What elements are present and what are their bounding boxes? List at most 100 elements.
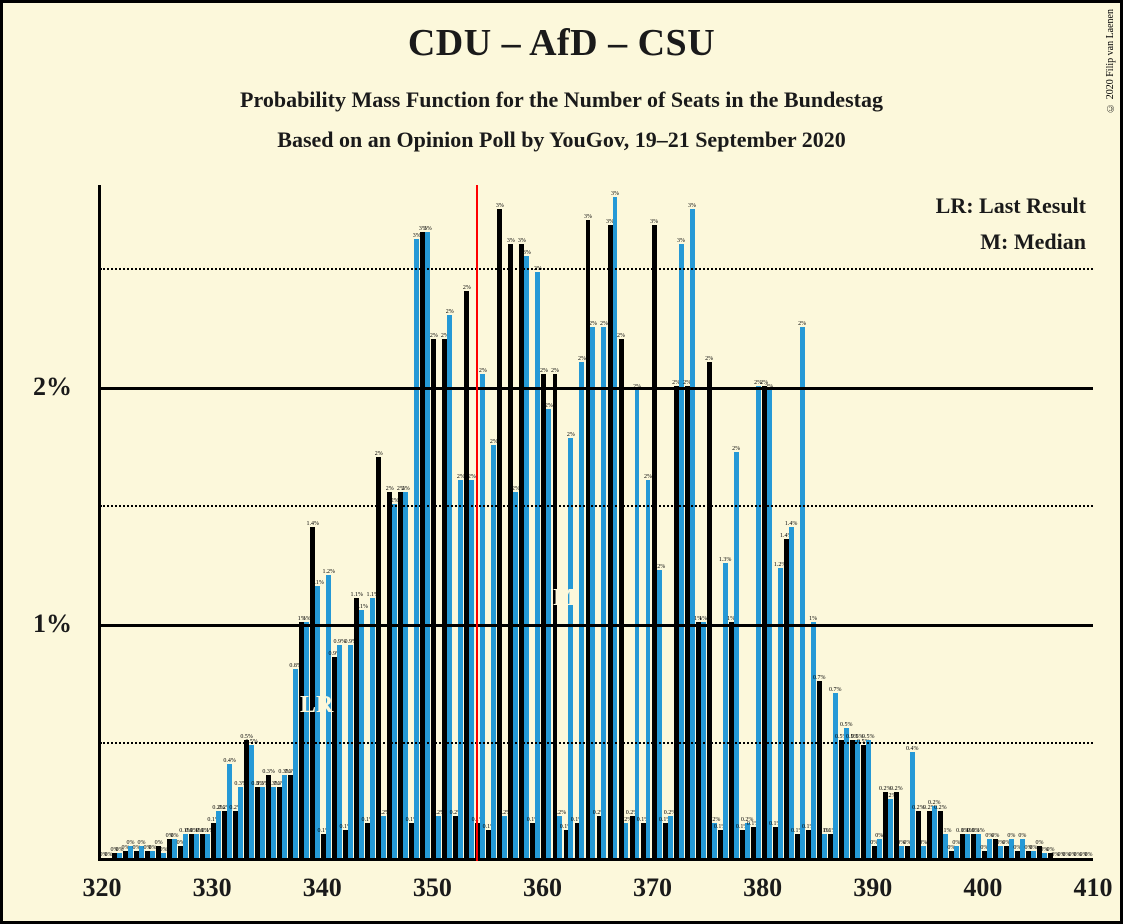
x-tick-label: 370 — [633, 873, 672, 903]
bar-value-label: 1.3% — [719, 557, 732, 563]
y-axis — [98, 185, 101, 861]
bars-container: 0%0%0%0%0%0%0%0%0%0%0%0%0%0%0%0.1%0.1%0.… — [102, 185, 1093, 858]
bar-value-label: 0.2% — [554, 810, 567, 816]
bar-blue: 0.8% — [293, 669, 298, 858]
bar-blue: 1.2% — [657, 570, 662, 858]
bar-blue: 0.2% — [745, 823, 750, 858]
bar-value-label: 2% — [705, 356, 713, 362]
bar-blue: 0.2% — [888, 799, 893, 858]
bar-value-label: 2% — [430, 333, 438, 339]
x-tick-label: 360 — [523, 873, 562, 903]
bar-value-label: 3% — [584, 214, 592, 220]
gridline — [100, 624, 1093, 627]
bar-blue: 2% — [535, 272, 540, 858]
bar-blue: 0.3% — [282, 775, 287, 858]
bar-blue: 0.9% — [348, 645, 353, 858]
bar-blue: 1% — [701, 622, 706, 858]
bar-value-label: 0% — [1018, 833, 1026, 839]
bar-blue: 2% — [756, 386, 761, 858]
bar-value-label: 1.4% — [306, 521, 319, 527]
bar-value-label: 2% — [540, 368, 548, 374]
bar-blue: 0% — [998, 846, 1003, 858]
bar-value-label: 0.5% — [862, 734, 875, 740]
bar-value-label: 0.2% — [934, 805, 947, 811]
bar-value-label: 1% — [809, 616, 817, 622]
x-tick-label: 350 — [413, 873, 452, 903]
bar-blue: 0.1% — [965, 834, 970, 858]
bar-blue: 0.5% — [249, 745, 254, 858]
copyright-label: © 2020 Filip van Laenen — [1105, 9, 1116, 113]
x-tick-label: 330 — [193, 873, 232, 903]
bar-value-label: 2% — [617, 333, 625, 339]
marker-m: M — [553, 585, 576, 612]
bar-value-label: 2% — [375, 451, 383, 457]
bar-value-label: 0.7% — [829, 687, 842, 693]
bar-black: 2% — [553, 374, 558, 858]
bar-blue: 2% — [469, 480, 474, 858]
bar-value-label: 2% — [463, 285, 471, 291]
bar-blue: 0.7% — [833, 693, 838, 858]
majority-marker-line — [476, 185, 478, 861]
bar-blue: 2% — [734, 452, 739, 858]
bar-value-label: 2% — [386, 486, 394, 492]
bar-blue: 1.3% — [723, 563, 728, 858]
bar-blue: 1% — [304, 622, 309, 858]
bar-black: 2% — [619, 339, 624, 859]
bar-blue: 0% — [117, 853, 122, 858]
bar-value-label: 3% — [688, 203, 696, 209]
bar-blue: 0.2% — [502, 816, 507, 859]
bar-value-label: 0.3% — [262, 769, 275, 775]
bar-value-label: 2% — [479, 368, 487, 374]
bar-value-label: 0.1% — [972, 828, 985, 834]
bar-value-label: 0.4% — [223, 758, 236, 764]
bar-blue: 0.3% — [260, 787, 265, 858]
bar-blue: 0.1% — [205, 834, 210, 858]
bar-value-label: 0% — [991, 833, 999, 839]
bar-value-label: 1.4% — [785, 521, 798, 527]
bar-blue: 0.2% — [932, 806, 937, 858]
bar-value-label: 3% — [496, 203, 504, 209]
bar-value-label: 2% — [798, 321, 806, 327]
bar-value-label: 0.5% — [840, 722, 853, 728]
y-tick-label: 1% — [33, 609, 72, 639]
x-tick-label: 380 — [743, 873, 782, 903]
bar-black: 3% — [497, 209, 502, 858]
bar-value-label: 0.7% — [813, 675, 826, 681]
bar-blue: 0.1% — [194, 834, 199, 858]
bar-value-label: 3% — [523, 250, 531, 256]
gridline — [100, 387, 1093, 390]
chart-title: CDU – AfD – CSU — [3, 21, 1120, 65]
bar-blue: 0.2% — [624, 823, 629, 858]
bar-blue: 2% — [480, 374, 485, 858]
bar-blue: 0.2% — [216, 811, 221, 858]
bar-blue: 0.3% — [238, 787, 243, 858]
bar-blue: 0.1% — [822, 834, 827, 858]
bar-blue: 0.2% — [436, 816, 441, 859]
gridline — [100, 742, 1093, 744]
bar-blue: 0% — [899, 846, 904, 858]
bar-value-label: 0.1% — [939, 828, 952, 834]
gridline — [100, 268, 1093, 270]
bar-blue: 2% — [458, 480, 463, 858]
bar-blue: 0% — [921, 846, 926, 858]
bar-blue: 0.5% — [844, 728, 849, 858]
bar-blue: 0.2% — [381, 816, 386, 859]
bar-black: 2% — [707, 362, 712, 858]
bar-blue: 1.1% — [370, 598, 375, 858]
bar-value-label: 2% — [446, 309, 454, 315]
bar-blue: 3% — [613, 197, 618, 858]
bar-blue: 2% — [601, 327, 606, 858]
bar-value-label: 1.2% — [653, 564, 666, 570]
y-tick-label: 2% — [33, 372, 72, 402]
x-tick-label: 410 — [1074, 873, 1113, 903]
bar-value-label: 1.2% — [322, 569, 335, 575]
bar-blue: 0.2% — [668, 816, 673, 859]
bar-blue: 0.3% — [271, 787, 276, 858]
bar-value-label: 0% — [1084, 852, 1092, 858]
bar-blue: 0% — [1031, 851, 1036, 858]
bar-blue: 3% — [524, 256, 529, 858]
bar-blue: 3% — [690, 209, 695, 858]
bar-blue: 0% — [150, 851, 155, 858]
bar-value-label: 0% — [1035, 840, 1043, 846]
bar-value-label: 3% — [677, 238, 685, 244]
